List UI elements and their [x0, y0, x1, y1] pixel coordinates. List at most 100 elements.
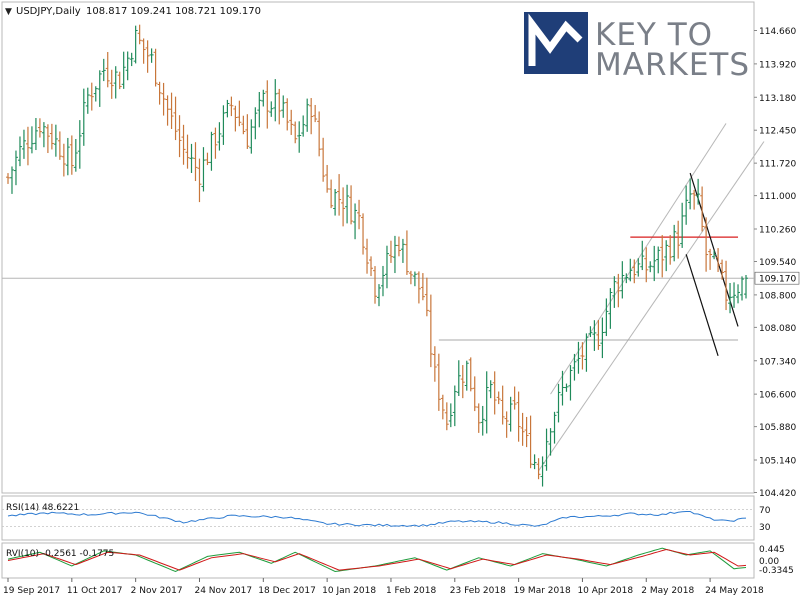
ohlc-bar — [516, 391, 521, 442]
ohlc-bar — [572, 353, 577, 381]
ohlc-bar — [692, 189, 697, 210]
logo-text-line2: MARKETS — [595, 47, 750, 83]
ohlc-bar — [245, 114, 250, 149]
ohlc-bar — [420, 273, 425, 301]
ohlc-bar — [137, 24, 142, 45]
ohlc-bar — [293, 121, 298, 144]
rvi-tick-label: 0.00 — [759, 557, 779, 567]
ohlc-bar — [696, 178, 701, 205]
ohlc-bar — [221, 105, 226, 145]
ohlc-bar — [209, 131, 214, 171]
chart-symbol-label: USDJPY,Daily — [16, 6, 81, 17]
ohlc-bar — [133, 25, 138, 64]
ohlc-bar — [73, 138, 78, 172]
y-tick-label: 113.180 — [759, 94, 796, 104]
ohlc-bar — [213, 127, 218, 159]
ohlc-bars — [6, 24, 748, 487]
ohlc-bar — [349, 185, 354, 225]
ohlc-bar — [632, 259, 637, 284]
ohlc-bar — [265, 80, 270, 129]
x-tick-label: 19 Sep 2017 — [3, 586, 60, 596]
ohlc-bar — [492, 371, 497, 415]
ohlc-bar — [552, 411, 557, 444]
rsi-panel — [1, 495, 755, 541]
ohlc-bar — [277, 88, 282, 125]
ohlc-bar — [301, 115, 306, 137]
ohlc-bar — [480, 405, 485, 436]
ohlc-bar — [97, 70, 102, 107]
x-tick-label: 11 Oct 2017 — [67, 586, 123, 596]
ohlc-bar — [17, 136, 22, 167]
ohlc-bar — [337, 174, 342, 216]
ohlc-bar — [173, 96, 178, 141]
ohlc-bar — [81, 88, 86, 146]
ohlc-bar — [249, 119, 254, 154]
ohlc-bar — [652, 245, 657, 282]
x-tick-label: 10 Apr 2018 — [577, 586, 633, 596]
ohlc-bar — [616, 273, 621, 308]
ohlc-bar — [544, 428, 549, 471]
ohlc-bar — [125, 51, 130, 81]
ohlc-bar — [269, 101, 274, 117]
channel-lower-line — [538, 141, 765, 472]
ohlc-bar — [325, 164, 330, 193]
ohlc-bar — [400, 238, 405, 263]
ohlc-bar — [65, 137, 70, 176]
ohlc-bar — [488, 380, 493, 399]
ohlc-bar — [496, 391, 501, 405]
ohlc-bar — [524, 416, 529, 448]
ohlc-bar — [540, 456, 545, 487]
ohlc-bar — [61, 143, 66, 177]
symbol-triangle-icon[interactable]: ▼ — [5, 7, 12, 17]
ohlc-bar — [388, 240, 393, 263]
ohlc-bar — [648, 261, 653, 273]
ohlc-bar — [201, 147, 206, 192]
ohlc-bar — [181, 124, 186, 165]
ohlc-bar — [233, 105, 238, 132]
rsi-tick-label: 70 — [759, 506, 771, 516]
x-tick-label: 19 Mar 2018 — [514, 586, 571, 596]
ohlc-bar — [157, 81, 162, 105]
y-tick-label: 107.340 — [759, 357, 796, 367]
rsi-series — [7, 511, 747, 528]
ohlc-bar — [37, 118, 42, 138]
ohlc-bar — [253, 107, 258, 140]
ohlc-bar — [392, 235, 397, 274]
y-tick-label: 112.450 — [759, 127, 796, 137]
ohlc-bar — [13, 150, 18, 186]
x-tick-label: 24 Nov 2017 — [194, 586, 252, 596]
ohlc-bar — [53, 124, 58, 157]
ohlc-bar — [309, 98, 314, 135]
ohlc-bar — [237, 100, 242, 127]
ohlc-bar — [289, 109, 294, 135]
current-price-label: 109.170 — [759, 275, 796, 285]
ohlc-bar — [536, 458, 541, 480]
ohlc-bar — [428, 294, 433, 368]
ohlc-bar — [297, 121, 302, 153]
y-tick-label: 114.660 — [759, 27, 796, 37]
ohlc-bar — [476, 403, 481, 433]
ohlc-bar — [660, 235, 665, 278]
ohlc-bar — [261, 89, 266, 107]
y-tick-label: 111.720 — [759, 160, 796, 170]
ohlc-bar — [560, 370, 565, 406]
x-tick-label: 2 Nov 2017 — [131, 586, 183, 596]
ohlc-bar — [384, 245, 389, 289]
ohlc-bar — [732, 282, 737, 308]
rvi-series — [7, 547, 747, 573]
rvi-tick-label: -0.3345 — [759, 566, 794, 576]
y-tick-label: 113.920 — [759, 60, 796, 70]
x-tick-label: 2 May 2018 — [641, 586, 694, 596]
ohlc-bar — [548, 428, 553, 456]
x-axis: 19 Sep 2017 11 Oct 2017 2 Nov 2017 24 Nov 2… — [3, 578, 764, 596]
ohlc-bar — [257, 92, 262, 128]
ohlc-bar — [77, 120, 82, 169]
ohlc-bar — [612, 276, 617, 308]
ohlc-bar — [416, 271, 421, 304]
key-to-markets-logo: KEY TO MARKETS — [524, 12, 750, 83]
ohlc-bar — [624, 273, 629, 284]
ohlc-bar — [45, 124, 50, 154]
ohlc-bar — [532, 454, 537, 470]
ohlc-bar — [376, 284, 381, 307]
ohlc-bar — [684, 185, 689, 225]
